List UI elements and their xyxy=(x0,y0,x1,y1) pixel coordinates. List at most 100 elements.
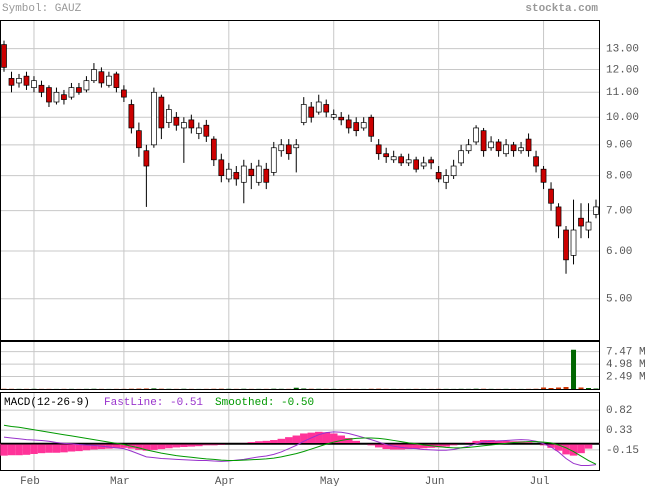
volume-bar xyxy=(586,388,592,389)
y-tick-label: 11.00 xyxy=(606,87,639,99)
volume-bar xyxy=(541,387,547,389)
candle-body xyxy=(91,69,97,82)
histogram-bar xyxy=(60,443,68,453)
candle-body xyxy=(338,116,345,121)
histogram-bar xyxy=(487,440,495,444)
x-tick-label: Jul xyxy=(530,476,550,486)
histogram-bar xyxy=(472,440,480,444)
histogram-bar xyxy=(112,443,121,449)
candle-body xyxy=(166,109,172,123)
histogram-bar xyxy=(90,443,98,450)
candle-body xyxy=(525,138,532,152)
candle-body xyxy=(360,122,367,129)
histogram-bar xyxy=(367,443,375,446)
histogram-bar xyxy=(67,443,76,452)
candle-body xyxy=(300,104,307,123)
candle-body xyxy=(23,75,30,86)
histogram-bar xyxy=(202,443,211,446)
candle-body xyxy=(465,144,472,152)
candle-body xyxy=(143,150,150,167)
macd-line xyxy=(3,424,597,465)
histogram-bar xyxy=(315,431,323,444)
y-tick-label: 2.49 M xyxy=(606,371,646,383)
candle-body xyxy=(375,144,382,155)
candle-body xyxy=(293,144,300,149)
candle-body xyxy=(390,156,397,161)
y-tick-label: 5.00 xyxy=(606,294,632,306)
site-label: stockta.com xyxy=(525,3,598,15)
histogram-bar xyxy=(352,440,361,444)
candle-body xyxy=(323,104,330,113)
candle-body xyxy=(480,130,487,152)
histogram-bar xyxy=(270,440,278,444)
candle-body xyxy=(488,141,494,149)
candle-body xyxy=(38,84,45,93)
histogram-bar xyxy=(434,443,443,448)
histogram-bar xyxy=(442,443,450,447)
volume-bar xyxy=(571,349,577,389)
histogram-bar xyxy=(150,443,158,450)
volume-bar xyxy=(593,388,599,389)
candle-body xyxy=(428,159,434,164)
histogram-bar xyxy=(397,443,405,450)
candle-body xyxy=(563,229,569,261)
volume-bar xyxy=(151,388,157,389)
histogram-bar xyxy=(404,443,413,450)
histogram-bar xyxy=(255,441,263,444)
candle-body xyxy=(113,73,120,88)
y-tick-label: 4.98 M xyxy=(606,359,646,371)
candle-body xyxy=(510,144,517,152)
candle-body xyxy=(548,188,554,204)
candle-body xyxy=(8,78,15,86)
candle-body xyxy=(195,127,202,134)
candle-body xyxy=(68,87,75,98)
candle-body xyxy=(413,159,420,170)
candle-body xyxy=(533,156,539,167)
histogram-bar xyxy=(449,443,458,446)
candle-body xyxy=(188,119,195,129)
panel-frame xyxy=(0,392,600,471)
histogram-bar xyxy=(577,443,585,454)
candle-body xyxy=(151,91,157,146)
candle-body xyxy=(218,159,225,177)
volume-bar xyxy=(293,387,299,389)
candle-body xyxy=(136,130,142,149)
x-tick-label: Jun xyxy=(425,476,445,486)
candle-body xyxy=(458,150,464,164)
y-tick-label: -0.15 xyxy=(606,445,639,457)
candle-body xyxy=(76,87,82,93)
candle-body xyxy=(585,221,592,231)
candle-body xyxy=(255,165,262,183)
panel-frame xyxy=(0,20,600,341)
candle-body xyxy=(315,101,322,113)
histogram-bar xyxy=(539,443,548,446)
candle-body xyxy=(398,156,405,164)
candle-body xyxy=(263,168,270,183)
candle-body xyxy=(46,87,52,103)
histogram-bar xyxy=(45,443,53,453)
histogram-bar xyxy=(374,443,383,448)
candle-body xyxy=(83,80,90,91)
candle-body xyxy=(353,122,360,132)
candle-body xyxy=(278,144,285,152)
histogram-bar xyxy=(569,443,578,456)
candle-body xyxy=(555,206,562,227)
macd-line xyxy=(3,431,597,466)
volume-bar xyxy=(301,388,307,389)
histogram-bar xyxy=(382,443,390,450)
candle-body xyxy=(593,206,599,215)
volume-bar xyxy=(548,388,554,389)
histogram-bar xyxy=(142,443,151,451)
y-tick-label: 6.00 xyxy=(606,246,632,258)
volume-bar xyxy=(578,387,584,389)
candle-body xyxy=(1,44,7,68)
candle-body xyxy=(106,75,112,86)
histogram-bar xyxy=(82,443,91,451)
histogram-bar xyxy=(277,438,286,444)
histogram-bar xyxy=(22,443,31,455)
candle-body xyxy=(420,162,427,167)
candle-body xyxy=(405,159,412,164)
volume-bar xyxy=(563,387,569,389)
candle-body xyxy=(225,168,232,180)
